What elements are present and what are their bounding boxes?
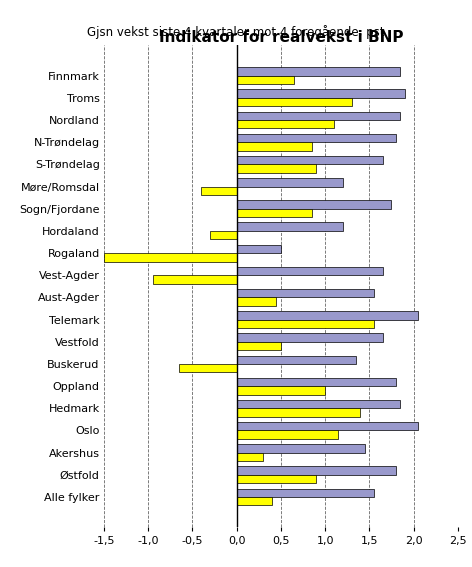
Bar [236, 342, 281, 350]
Bar [236, 430, 338, 439]
Bar [236, 289, 374, 298]
Bar [236, 90, 405, 98]
Bar [236, 142, 312, 151]
Bar [236, 222, 343, 231]
Bar [201, 187, 236, 195]
Bar [236, 497, 272, 505]
Bar [236, 112, 400, 120]
Bar [236, 311, 418, 320]
Bar [236, 378, 396, 386]
Bar [104, 253, 236, 261]
Bar [236, 452, 263, 461]
Bar [236, 386, 325, 395]
Bar [236, 298, 277, 306]
Bar [236, 467, 396, 475]
Bar [236, 98, 352, 106]
Bar [179, 364, 236, 373]
Bar [236, 120, 334, 129]
Bar [236, 267, 383, 275]
Bar [236, 400, 400, 408]
Bar [236, 156, 383, 164]
Bar [236, 75, 294, 84]
Bar [236, 356, 356, 364]
Bar [236, 475, 316, 483]
Bar [236, 244, 281, 253]
Bar [236, 422, 418, 430]
Bar [236, 320, 374, 328]
Title: Indikator for realvekst i BNP: Indikator for realvekst i BNP [159, 31, 403, 45]
Bar [236, 164, 316, 173]
Bar [236, 489, 374, 497]
Bar [236, 333, 383, 342]
Bar [210, 231, 236, 239]
Bar [236, 178, 343, 187]
Text: Gjsn vekst siste 4 kvartaler mot 4 foregående, pst: Gjsn vekst siste 4 kvartaler mot 4 foreg… [87, 26, 385, 40]
Bar [236, 200, 391, 209]
Bar [236, 209, 312, 217]
Bar [236, 134, 396, 142]
Bar [236, 444, 365, 452]
Bar [236, 408, 361, 417]
Bar [236, 67, 400, 75]
Bar [152, 275, 236, 284]
